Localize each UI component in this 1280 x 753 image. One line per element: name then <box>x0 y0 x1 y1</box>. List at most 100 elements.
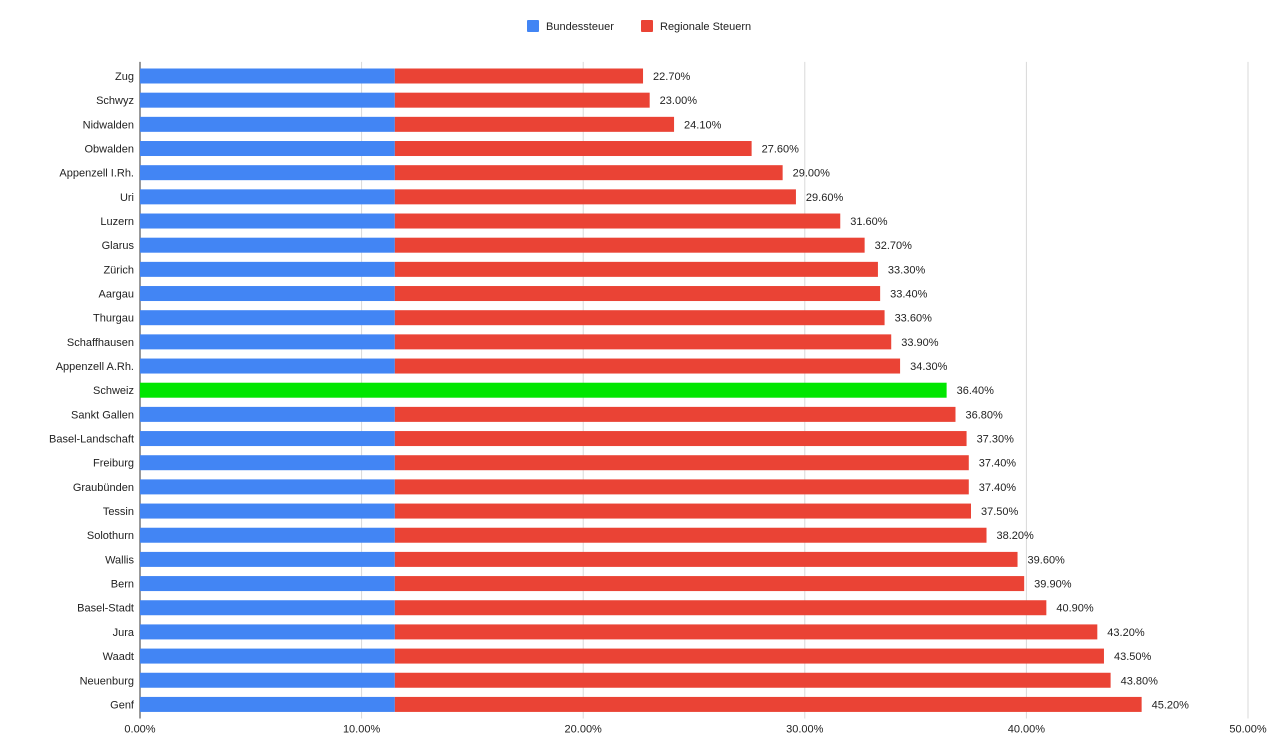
category-label: Zug <box>115 71 134 83</box>
category-label: Wallis <box>105 554 134 566</box>
x-tick-label: 50.00% <box>1229 724 1267 736</box>
bar-regionale-steuern <box>394 286 881 302</box>
bar-bundessteuer <box>140 358 395 374</box>
category-label: Neuenburg <box>80 675 134 687</box>
data-label: 39.60% <box>1028 554 1066 566</box>
bar-bundessteuer <box>140 527 395 543</box>
bar-regionale-steuern <box>394 334 892 350</box>
bar-bundessteuer <box>140 334 395 350</box>
bar-regionale-steuern <box>394 68 644 84</box>
category-label: Solothurn <box>87 530 134 542</box>
category-label: Aargau <box>99 289 134 301</box>
category-label: Nidwalden <box>83 119 134 131</box>
bar-bundessteuer <box>140 92 395 108</box>
bar-regionale-steuern <box>394 431 967 447</box>
category-label: Obwalden <box>84 144 134 156</box>
data-label: 29.60% <box>806 192 844 204</box>
data-label: 38.20% <box>997 530 1035 542</box>
category-label: Tessin <box>103 506 134 518</box>
bar-regionale-steuern <box>394 527 987 543</box>
category-label: Basel-Landschaft <box>49 434 134 446</box>
x-tick-label: 40.00% <box>1008 724 1046 736</box>
bar-regionale-steuern <box>394 551 1018 567</box>
bar-bundessteuer <box>140 141 395 157</box>
bar-regionale-steuern <box>394 600 1047 616</box>
bar-regionale-steuern <box>394 455 969 471</box>
bar-regionale-steuern <box>394 116 675 132</box>
data-label: 24.10% <box>684 119 722 131</box>
data-label: 43.50% <box>1114 651 1152 663</box>
bar-bundessteuer <box>140 261 395 277</box>
x-tick-label: 20.00% <box>565 724 603 736</box>
category-label: Freiburg <box>93 458 134 470</box>
bar-regionale-steuern <box>394 648 1104 664</box>
data-label: 37.40% <box>979 458 1017 470</box>
legend-label: Bundessteuer <box>546 21 614 33</box>
bar-bundessteuer <box>140 237 395 253</box>
bar-bundessteuer <box>140 213 395 229</box>
legend-swatch <box>527 20 539 32</box>
data-label: 43.20% <box>1107 627 1145 639</box>
category-label: Schaffhausen <box>67 337 134 349</box>
category-label: Sankt Gallen <box>71 409 134 421</box>
category-label: Basel-Stadt <box>77 603 134 615</box>
category-label: Zürich <box>103 264 134 276</box>
category-label: Schweiz <box>93 385 134 397</box>
data-label: 22.70% <box>653 71 691 83</box>
data-label: 37.50% <box>981 506 1019 518</box>
data-label: 34.30% <box>910 361 948 373</box>
category-label: Jura <box>113 627 135 639</box>
x-axis: 0.00% 10.00% 20.00% 30.00% 40.00% 50.00% <box>124 724 1266 736</box>
bar-bundessteuer <box>140 696 395 712</box>
bar-regionale-steuern <box>394 165 783 181</box>
bar-bundessteuer <box>140 479 395 495</box>
x-tick-label: 0.00% <box>124 724 155 736</box>
bar-bundessteuer <box>140 624 395 640</box>
bar-bundessteuer <box>140 406 395 422</box>
category-label: Luzern <box>100 216 134 228</box>
data-label: 43.80% <box>1121 675 1159 687</box>
data-label: 33.60% <box>895 313 933 325</box>
bar-bundessteuer <box>140 286 395 302</box>
data-label: 39.90% <box>1034 579 1072 591</box>
bar-regionale-steuern <box>394 672 1111 688</box>
bar-bundessteuer <box>140 165 395 181</box>
category-label: Waadt <box>103 651 134 663</box>
bar-bundessteuer <box>140 600 395 616</box>
data-label: 37.40% <box>979 482 1017 494</box>
category-label: Graubünden <box>73 482 134 494</box>
data-label: 27.60% <box>762 144 800 156</box>
data-label: 36.80% <box>965 409 1003 421</box>
bar-bundessteuer <box>140 576 395 592</box>
bar-regionale-steuern <box>394 92 650 108</box>
bars <box>140 68 1142 712</box>
legend-label: Regionale Steuern <box>660 21 751 33</box>
x-tick-label: 30.00% <box>786 724 824 736</box>
category-label: Uri <box>120 192 134 204</box>
data-label: 23.00% <box>660 95 698 107</box>
legend-swatch <box>641 20 653 32</box>
bar-bundessteuer <box>140 672 395 688</box>
bar-regionale-steuern <box>394 310 885 326</box>
bar-regionale-steuern <box>394 213 841 229</box>
category-label: Schwyz <box>96 95 134 107</box>
data-label: 33.90% <box>901 337 939 349</box>
data-label: 29.00% <box>793 168 831 180</box>
bar-regionale-steuern <box>394 261 878 277</box>
bar-total <box>140 382 947 398</box>
data-label: 37.30% <box>977 434 1015 446</box>
category-label: Thurgau <box>93 313 134 325</box>
data-label: 31.60% <box>850 216 888 228</box>
bar-regionale-steuern <box>394 237 865 253</box>
bar-regionale-steuern <box>394 479 969 495</box>
bar-regionale-steuern <box>394 576 1025 592</box>
labels: Zug 22.70% Schwyz 23.00% Nidwalden 24.10% Obwa… <box>49 71 1189 711</box>
bar-bundessteuer <box>140 310 395 326</box>
category-label: Appenzell A.Rh. <box>56 361 134 373</box>
bar-bundessteuer <box>140 189 395 205</box>
bar-regionale-steuern <box>394 406 956 422</box>
bar-regionale-steuern <box>394 503 972 519</box>
bar-bundessteuer <box>140 116 395 132</box>
